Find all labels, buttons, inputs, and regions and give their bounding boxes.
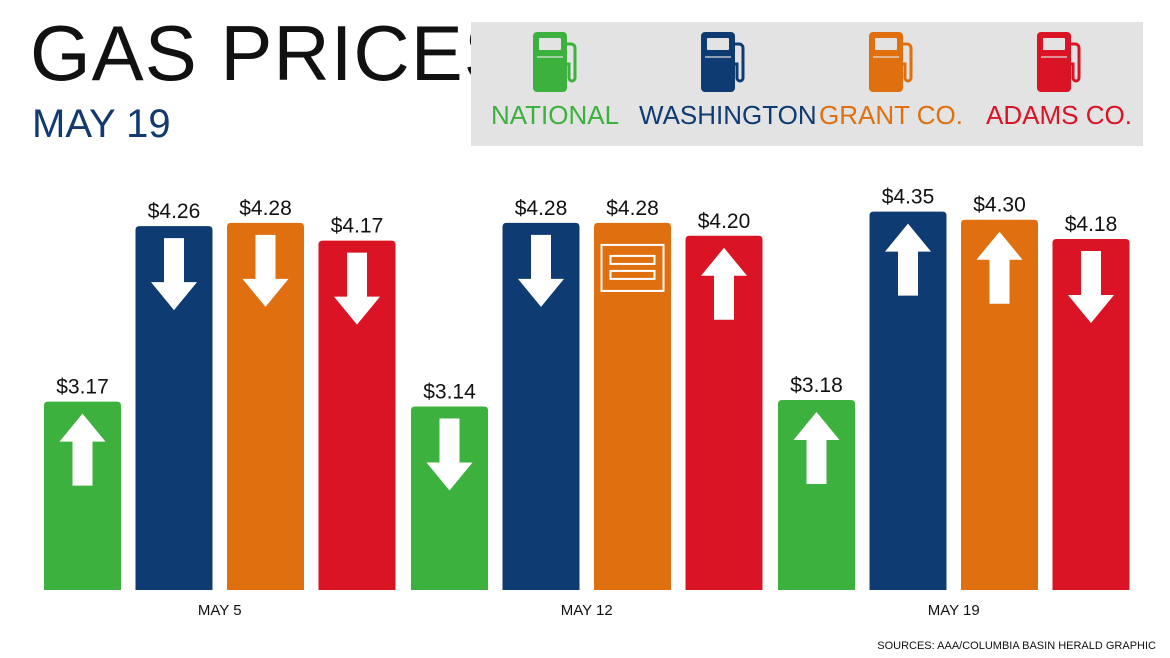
bar-chart: $3.17 $4.26 $4.28 $4.17 MAY 5 $3.14 $4.28 $4.28… xyxy=(44,186,1130,619)
legend-item-adams-co: ADAMS CO. xyxy=(975,22,1143,146)
sources-credit: SOURCES: AAA/COLUMBIA BASIN HERALD GRAPH… xyxy=(877,640,1156,652)
gas-pump-icon xyxy=(701,32,745,92)
legend-label-grant-co: GRANT CO. xyxy=(819,100,963,130)
category-label: MAY 19 xyxy=(928,602,980,619)
bar xyxy=(135,226,213,590)
data-label: $3.17 xyxy=(56,376,109,399)
arrow-up-icon xyxy=(793,412,840,485)
data-label: $4.18 xyxy=(1065,213,1118,236)
bar xyxy=(44,401,121,590)
arrow-down-icon xyxy=(334,252,380,325)
gas-pump-icon xyxy=(533,32,577,92)
gas-pump-icon xyxy=(869,32,913,92)
legend-label-washington: WASHINGTON xyxy=(639,100,817,130)
arrow-down-icon xyxy=(242,234,289,307)
bar xyxy=(1052,239,1130,590)
arrow-down-icon xyxy=(151,238,197,311)
page-title: GAS PRICES xyxy=(30,9,517,97)
arrow-down-icon xyxy=(518,234,564,307)
bar xyxy=(227,222,304,591)
arrow-down-icon xyxy=(1068,251,1114,324)
gas-pump-icon xyxy=(1037,32,1081,92)
bar xyxy=(869,211,947,590)
data-label: $4.28 xyxy=(606,197,659,220)
category-label: MAY 5 xyxy=(198,602,242,619)
page-subtitle: MAY 19 xyxy=(32,102,171,146)
legend-item-national: NATIONAL xyxy=(471,22,639,146)
legend-label-adams-co: ADAMS CO. xyxy=(986,100,1132,130)
bar xyxy=(502,222,580,591)
bar xyxy=(685,235,763,591)
bar xyxy=(778,400,855,590)
category-label: MAY 12 xyxy=(561,602,613,619)
bar xyxy=(318,240,396,590)
legend-item-washington: WASHINGTON xyxy=(639,22,817,146)
bar xyxy=(594,222,671,591)
arrow-up-icon xyxy=(885,223,931,296)
arrow-up-icon xyxy=(701,247,747,320)
data-label: $3.18 xyxy=(790,374,843,397)
legend-item-grant-co: GRANT CO. xyxy=(807,22,975,146)
data-label: $4.28 xyxy=(515,197,568,220)
bar xyxy=(961,219,1038,590)
arrow-up-icon xyxy=(59,413,106,486)
data-label: $4.35 xyxy=(882,186,935,209)
legend: NATIONAL WASHINGTON GRANT CO. ADAMS CO. xyxy=(471,22,1143,146)
arrow-up-icon xyxy=(976,231,1023,304)
bar xyxy=(411,406,488,590)
legend-label-national: NATIONAL xyxy=(490,100,620,130)
data-label: $3.14 xyxy=(423,380,476,403)
data-label: $4.28 xyxy=(239,197,292,220)
data-label: $4.30 xyxy=(973,194,1026,217)
arrow-down-icon xyxy=(426,418,473,491)
data-label: $4.20 xyxy=(698,210,751,233)
equal-icon xyxy=(600,243,665,292)
data-label: $4.26 xyxy=(148,200,201,223)
data-label: $4.17 xyxy=(331,215,384,238)
